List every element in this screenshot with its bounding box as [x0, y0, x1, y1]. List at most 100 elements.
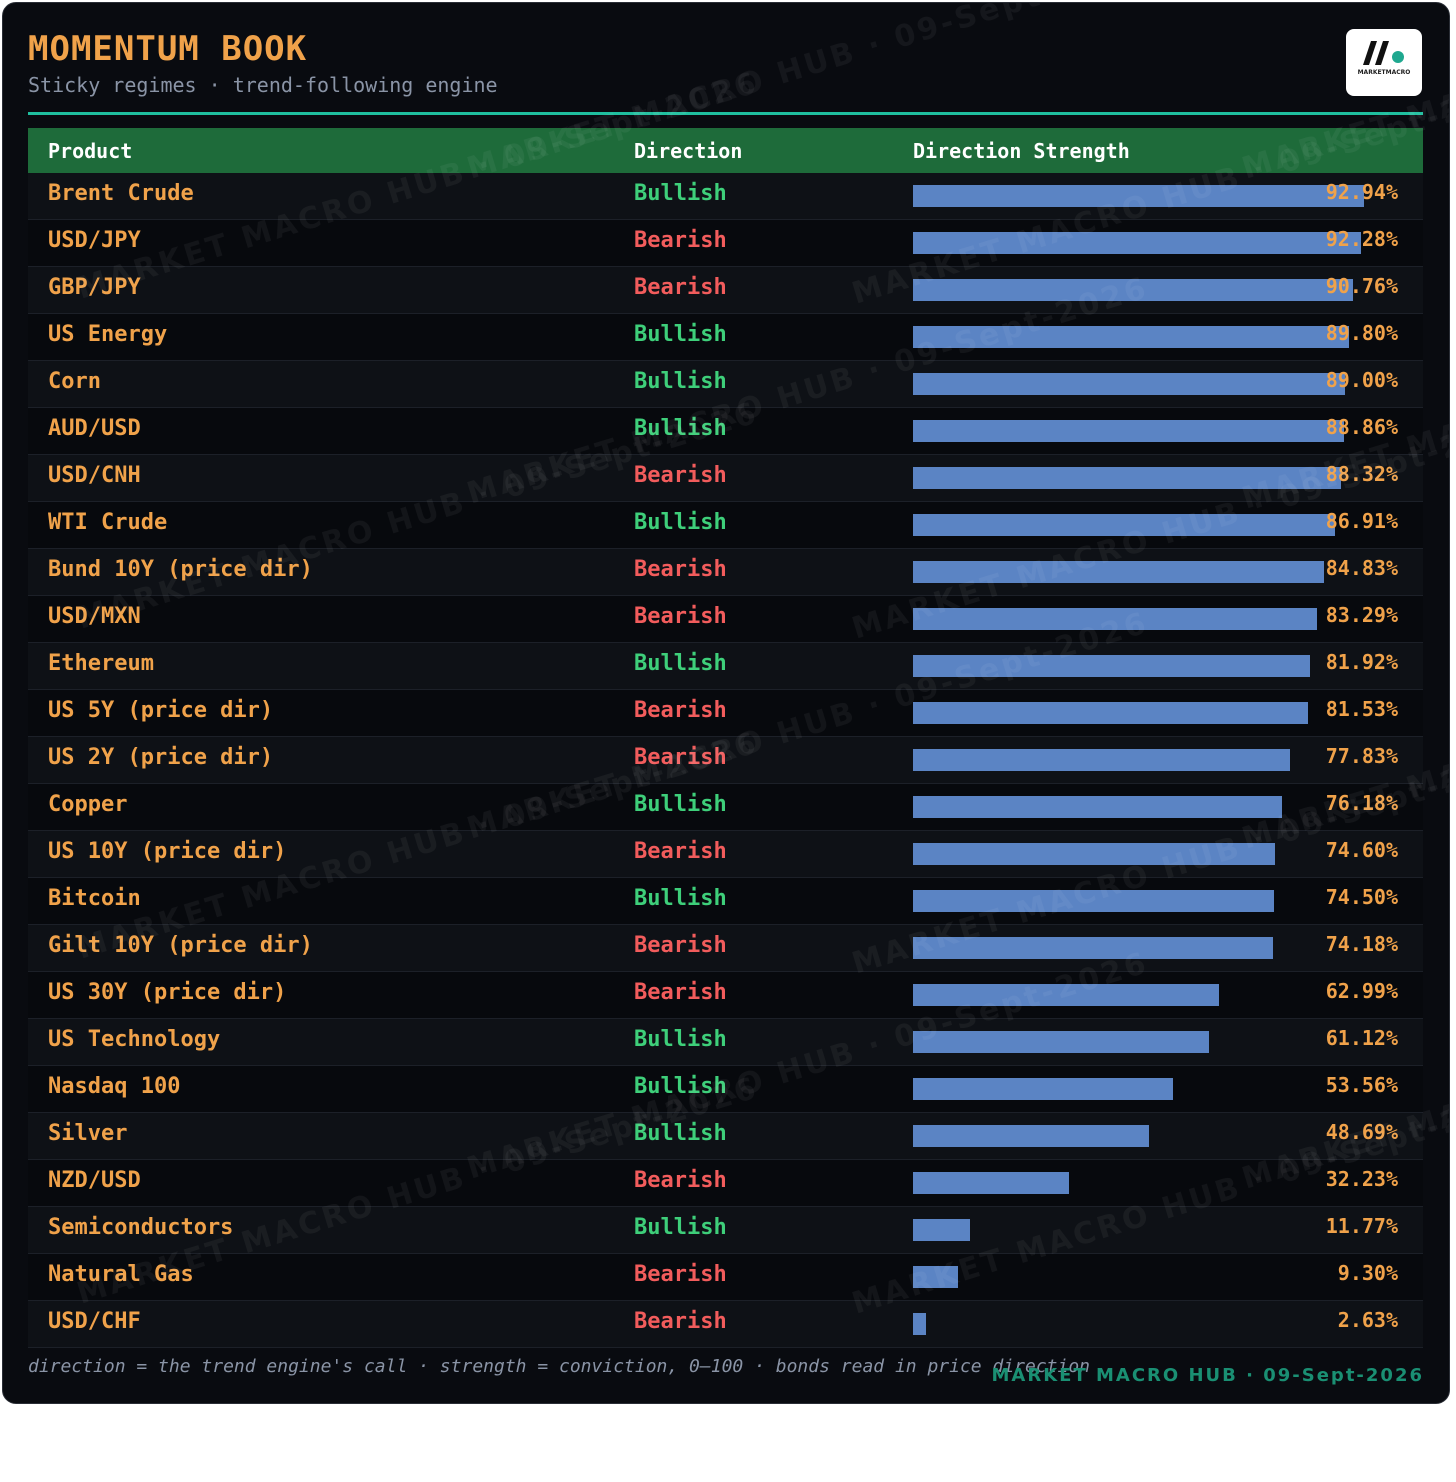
- product-name: AUD/USD: [48, 416, 141, 441]
- strength-value: 11.77%: [1325, 1214, 1398, 1238]
- strength-value: 90.76%: [1325, 274, 1398, 298]
- strength-value: 84.83%: [1325, 556, 1398, 580]
- table-row: US Energy Bullish 89.80%: [28, 314, 1423, 361]
- table-row: AUD/USD Bullish 88.86%: [28, 408, 1423, 455]
- direction-label: Bearish: [634, 228, 727, 253]
- product-name: US Energy: [48, 322, 168, 347]
- direction-label: Bullish: [634, 1074, 727, 1099]
- table-row: Natural Gas Bearish 9.30%: [28, 1254, 1423, 1301]
- strength-value: 77.83%: [1325, 744, 1398, 768]
- page-title: MOMENTUM BOOK: [28, 29, 308, 69]
- strength-bar: [913, 561, 1325, 583]
- product-name: US 5Y (price dir): [48, 698, 274, 723]
- product-name: USD/JPY: [48, 228, 141, 253]
- strength-value: 92.94%: [1325, 180, 1398, 204]
- table-row: USD/JPY Bearish 92.28%: [28, 220, 1423, 267]
- direction-label: Bearish: [634, 557, 727, 582]
- table-row: GBP/JPY Bearish 90.76%: [28, 267, 1423, 314]
- strength-bar: [913, 279, 1354, 301]
- product-name: Gilt 10Y (price dir): [48, 933, 313, 958]
- table-row: Brent Crude Bullish 92.94%: [28, 173, 1423, 220]
- product-name: US Technology: [48, 1027, 221, 1052]
- strength-bar: [913, 1031, 1210, 1053]
- product-name: USD/MXN: [48, 604, 141, 629]
- product-name: Corn: [48, 369, 101, 394]
- strength-value: 89.80%: [1325, 321, 1398, 345]
- direction-label: Bullish: [634, 792, 727, 817]
- table-row: US 10Y (price dir) Bearish 74.60%: [28, 831, 1423, 878]
- header-divider: [28, 112, 1423, 115]
- table-row: Silver Bullish 48.69%: [28, 1113, 1423, 1160]
- column-header-strength: Direction Strength: [913, 139, 1130, 163]
- strength-value: 88.86%: [1325, 415, 1398, 439]
- brand-footer: MARKET MACRO HUB · 09-Sept-2026: [991, 1365, 1424, 1386]
- strength-value: 53.56%: [1325, 1073, 1398, 1097]
- table-row: Copper Bullish 76.18%: [28, 784, 1423, 831]
- product-name: Semiconductors: [48, 1215, 234, 1240]
- strength-bar: [913, 467, 1342, 489]
- table-row: Gilt 10Y (price dir) Bearish 74.18%: [28, 925, 1423, 972]
- product-name: Nasdaq 100: [48, 1074, 181, 1099]
- strength-value: 86.91%: [1325, 509, 1398, 533]
- table-row: NZD/USD Bearish 32.23%: [28, 1160, 1423, 1207]
- product-name: US 10Y (price dir): [48, 839, 287, 864]
- direction-label: Bearish: [634, 275, 727, 300]
- direction-label: Bullish: [634, 416, 727, 441]
- strength-bar: [913, 1266, 959, 1288]
- column-header-product: Product: [48, 139, 133, 163]
- table-header: Product Direction Direction Strength: [28, 128, 1423, 173]
- direction-label: Bearish: [634, 1309, 727, 1334]
- table-row: Bitcoin Bullish 74.50%: [28, 878, 1423, 925]
- strength-value: 92.28%: [1325, 227, 1398, 251]
- table-row: Semiconductors Bullish 11.77%: [28, 1207, 1423, 1254]
- logo-wordmark: MARKETMACRO: [1357, 69, 1411, 76]
- strength-value: 76.18%: [1325, 791, 1398, 815]
- table-row: WTI Crude Bullish 86.91%: [28, 502, 1423, 549]
- direction-label: Bearish: [634, 1262, 727, 1287]
- strength-bar: [913, 1313, 926, 1335]
- product-name: Natural Gas: [48, 1262, 194, 1287]
- product-name: Bund 10Y (price dir): [48, 557, 313, 582]
- strength-bar: [913, 420, 1344, 442]
- strength-bar: [913, 937, 1273, 959]
- strength-value: 83.29%: [1325, 603, 1398, 627]
- table-row: US 2Y (price dir) Bearish 77.83%: [28, 737, 1423, 784]
- strength-value: 48.69%: [1325, 1120, 1398, 1144]
- strength-bar: [913, 608, 1317, 630]
- direction-label: Bullish: [634, 1121, 727, 1146]
- strength-value: 74.50%: [1325, 885, 1398, 909]
- strength-bar: [913, 326, 1349, 348]
- product-name: Brent Crude: [48, 181, 194, 206]
- direction-label: Bullish: [634, 1027, 727, 1052]
- direction-label: Bullish: [634, 1215, 727, 1240]
- strength-bar: [913, 984, 1219, 1006]
- momentum-table: Product Direction Direction Strength Bre…: [28, 128, 1423, 1348]
- product-name: Copper: [48, 792, 128, 817]
- direction-label: Bearish: [634, 463, 727, 488]
- direction-label: Bearish: [634, 698, 727, 723]
- strength-value: 88.32%: [1325, 462, 1398, 486]
- table-row: US Technology Bullish 61.12%: [28, 1019, 1423, 1066]
- product-name: USD/CHF: [48, 1309, 141, 1334]
- strength-bar: [913, 185, 1364, 207]
- product-name: USD/CNH: [48, 463, 141, 488]
- strength-value: 61.12%: [1325, 1026, 1398, 1050]
- table-row: Ethereum Bullish 81.92%: [28, 643, 1423, 690]
- direction-label: Bullish: [634, 181, 727, 206]
- strength-value: 81.92%: [1325, 650, 1398, 674]
- product-name: Ethereum: [48, 651, 154, 676]
- strength-bar: [913, 1172, 1070, 1194]
- direction-label: Bearish: [634, 745, 727, 770]
- strength-bar: [913, 796, 1283, 818]
- table-row: Nasdaq 100 Bullish 53.56%: [28, 1066, 1423, 1113]
- table-row: USD/CHF Bearish 2.63%: [28, 1301, 1423, 1348]
- direction-label: Bearish: [634, 1168, 727, 1193]
- table-row: Bund 10Y (price dir) Bearish 84.83%: [28, 549, 1423, 596]
- footnote: direction = the trend engine's call · st…: [28, 1356, 1091, 1377]
- product-name: US 30Y (price dir): [48, 980, 287, 1005]
- strength-value: 81.53%: [1325, 697, 1398, 721]
- product-name: Silver: [48, 1121, 128, 1146]
- strength-bar: [913, 843, 1275, 865]
- direction-label: Bullish: [634, 651, 727, 676]
- strength-bar: [913, 890, 1275, 912]
